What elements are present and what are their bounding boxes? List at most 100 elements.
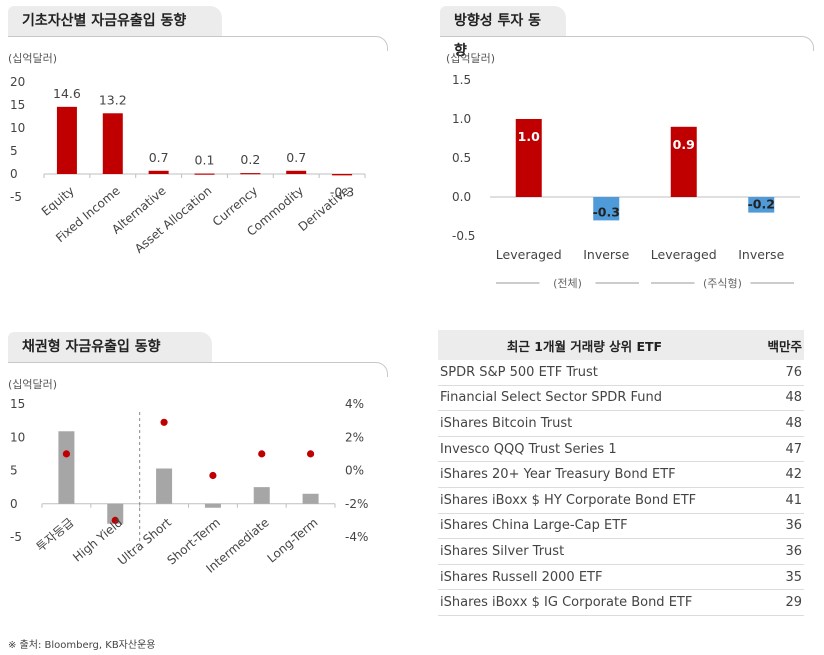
panel-title-bond-flows: 채권형 자금유출입 동향 — [8, 332, 212, 362]
panel-title-direction-flows: 방향성 투자 동향 — [440, 6, 566, 59]
etf-volume: 36 — [731, 538, 804, 565]
etf-volume: 29 — [731, 589, 804, 616]
bar — [156, 468, 173, 504]
y-tick-label: 10 — [10, 121, 25, 135]
etf-volume: 47 — [731, 436, 804, 463]
y-tick-label-right: 4% — [345, 397, 364, 411]
bar — [194, 173, 215, 175]
table-row: iShares Silver Trust 36 — [438, 538, 804, 565]
panel-divider — [8, 36, 376, 37]
bar — [670, 126, 697, 197]
etf-name: iShares iBoxx $ IG Corporate Bond ETF — [438, 589, 731, 616]
y-tick-label: 20 — [10, 75, 25, 89]
etf-volume: 48 — [731, 410, 804, 437]
x-tick-label: Leveraged — [496, 247, 562, 262]
y-tick-label: -5 — [10, 190, 22, 204]
etf-name: Financial Select Sector SPDR Fund — [438, 385, 731, 412]
etf-volume: 42 — [731, 461, 804, 488]
etf-volume: 76 — [731, 360, 804, 386]
bar — [107, 503, 124, 524]
y-tick-label-right: 2% — [345, 430, 364, 444]
bar — [240, 173, 261, 175]
group-label: (전체) — [553, 277, 582, 290]
x-tick-label: 투자등급 — [34, 515, 77, 554]
x-tick-label: Inverse — [583, 247, 629, 262]
etf-volume: 48 — [731, 385, 804, 412]
table-header-row: 최근 1개월 거래량 상위 ETF 백만주 — [438, 330, 804, 360]
bar — [102, 113, 123, 174]
bar — [515, 119, 542, 197]
table-row: Financial Select Sector SPDR Fund 48 — [438, 385, 804, 412]
etf-name: Invesco QQQ Trust Series 1 — [438, 436, 731, 463]
bar — [148, 170, 169, 174]
etf-name: iShares 20+ Year Treasury Bond ETF — [438, 461, 731, 488]
data-label: 0.9 — [673, 137, 695, 152]
table-row: Invesco QQQ Trust Series 1 47 — [438, 436, 804, 463]
y-tick-label-left: 10 — [10, 430, 25, 444]
dot-marker — [258, 450, 266, 458]
x-tick-label: Inverse — [738, 247, 784, 262]
etf-volume: 35 — [731, 564, 804, 591]
y-tick-label-right: -4% — [345, 530, 368, 544]
dot-marker — [111, 516, 119, 524]
panel-divider — [440, 36, 802, 37]
y-tick-label: 0.0 — [452, 190, 471, 204]
y-tick-label: 1.0 — [452, 112, 471, 126]
bar — [253, 487, 270, 504]
unit-label-bond-flows: (십억달러) — [8, 378, 58, 391]
bar — [204, 503, 221, 508]
etf-name: iShares Silver Trust — [438, 538, 731, 565]
y-tick-label: 5 — [10, 144, 18, 158]
dot-marker — [160, 418, 168, 426]
data-label: -0.3 — [593, 204, 620, 219]
bar — [58, 431, 75, 504]
etf-name: iShares iBoxx $ HY Corporate Bond ETF — [438, 487, 731, 514]
group-label: (주식형) — [703, 277, 742, 290]
unit-label-asset-flows: (십억달러) — [8, 52, 58, 65]
table-row: iShares 20+ Year Treasury Bond ETF 42 — [438, 461, 804, 488]
y-tick-label-left: -5 — [10, 530, 22, 544]
bar — [332, 174, 353, 176]
y-tick-label-left: 5 — [10, 464, 18, 478]
data-label: 14.6 — [53, 86, 81, 101]
y-tick-label-left: 15 — [10, 397, 25, 411]
bar — [56, 106, 77, 174]
unit-label-direction-flows: (십억달러) — [446, 52, 496, 65]
data-label: 0.1 — [195, 153, 215, 168]
dot-marker — [209, 471, 217, 480]
data-label: 0.2 — [240, 152, 260, 167]
etf-name: SPDR S&P 500 ETF Trust — [438, 360, 731, 386]
data-label: -0.2 — [748, 197, 775, 212]
y-tick-label: -0.5 — [452, 229, 475, 243]
y-tick-label-right: -2% — [345, 497, 368, 511]
x-tick-label: Ultra Short — [115, 515, 174, 568]
etf-volume: 36 — [731, 513, 804, 540]
data-label: 1.0 — [518, 129, 540, 144]
panel-title-asset-flows: 기초자산별 자금유출입 동향 — [8, 6, 222, 36]
panel-divider — [8, 362, 376, 363]
column-header-volume: 백만주 — [731, 330, 804, 360]
bar — [748, 197, 775, 213]
etf-name: iShares China Large-Cap ETF — [438, 513, 731, 540]
y-tick-label: 15 — [10, 98, 25, 112]
table-row: iShares iBoxx $ IG Corporate Bond ETF 29 — [438, 589, 804, 616]
direction-flows-chart: 1.5 1.0 0.5 0.0 -0.5 1.0 Leveraged -0.3 Inverse 0… — [452, 73, 800, 290]
table-row: iShares iBoxx $ HY Corporate Bond ETF 41 — [438, 487, 804, 514]
bar — [593, 197, 620, 221]
table-row: iShares Russell 2000 ETF 35 — [438, 564, 804, 591]
data-label: 0.7 — [286, 150, 306, 165]
bar — [302, 493, 319, 504]
data-label: 0.7 — [149, 150, 169, 165]
top-etf-table: 최근 1개월 거래량 상위 ETF 백만주 SPDR S&P 500 ETF T… — [438, 330, 804, 616]
table-row: SPDR S&P 500 ETF Trust 76 — [438, 360, 804, 386]
table-row: iShares Bitcoin Trust 48 — [438, 410, 804, 437]
table-row: iShares China Large-Cap ETF 36 — [438, 513, 804, 540]
column-header-etf: 최근 1개월 거래량 상위 ETF — [438, 330, 731, 360]
data-label: -0.3 — [330, 184, 354, 199]
etf-name: iShares Bitcoin Trust — [438, 410, 731, 437]
source-footnote: ※ 출처: Bloomberg, KB자산운용 — [8, 640, 156, 651]
data-label: 13.2 — [99, 92, 127, 107]
y-tick-label: 0.5 — [452, 151, 471, 165]
y-tick-label-right: 0% — [345, 464, 364, 478]
